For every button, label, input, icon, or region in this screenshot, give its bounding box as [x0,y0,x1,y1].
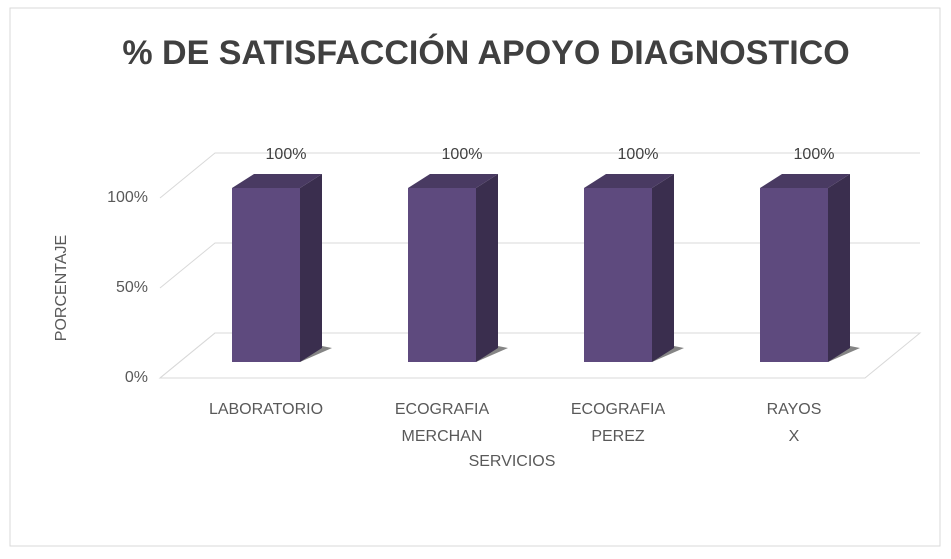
bar-top [584,174,674,188]
data-label: 100% [618,146,659,163]
grid-line [159,152,920,199]
y-axis-title: PORCENTAJE [53,235,70,341]
x-tick-label: ECOGRAFIA MERCHAN [395,401,490,445]
bar [760,174,860,362]
bar-side [476,174,498,362]
bar [408,174,508,362]
bar-top [408,174,498,188]
x-axis-title: SERVICIOS [469,453,556,470]
data-label: 100% [442,146,483,163]
data-label: 100% [266,146,307,163]
bar-front [760,188,828,362]
bar [232,174,332,362]
bar-top [760,174,850,188]
y-tick-label: 0% [125,369,148,386]
y-tick-label: 100% [107,189,148,206]
data-label: 100% [794,146,835,163]
y-tick-label: 50% [116,279,148,296]
bar-top [232,174,322,188]
bar [584,174,684,362]
bar-front [408,188,476,362]
bar-side [300,174,322,362]
x-tick-label: RAYOS X [767,401,822,445]
bar-front [232,188,300,362]
x-tick-label: LABORATORIO [209,401,323,418]
grid-line [159,332,920,379]
grid-line [159,242,920,289]
bar-front [584,188,652,362]
bar-side [828,174,850,362]
x-tick-label: ECOGRAFIA PEREZ [571,401,666,445]
bar-side [652,174,674,362]
chart-title: % DE SATISFACCIÓN APOYO DIAGNOSTICO [122,34,849,72]
